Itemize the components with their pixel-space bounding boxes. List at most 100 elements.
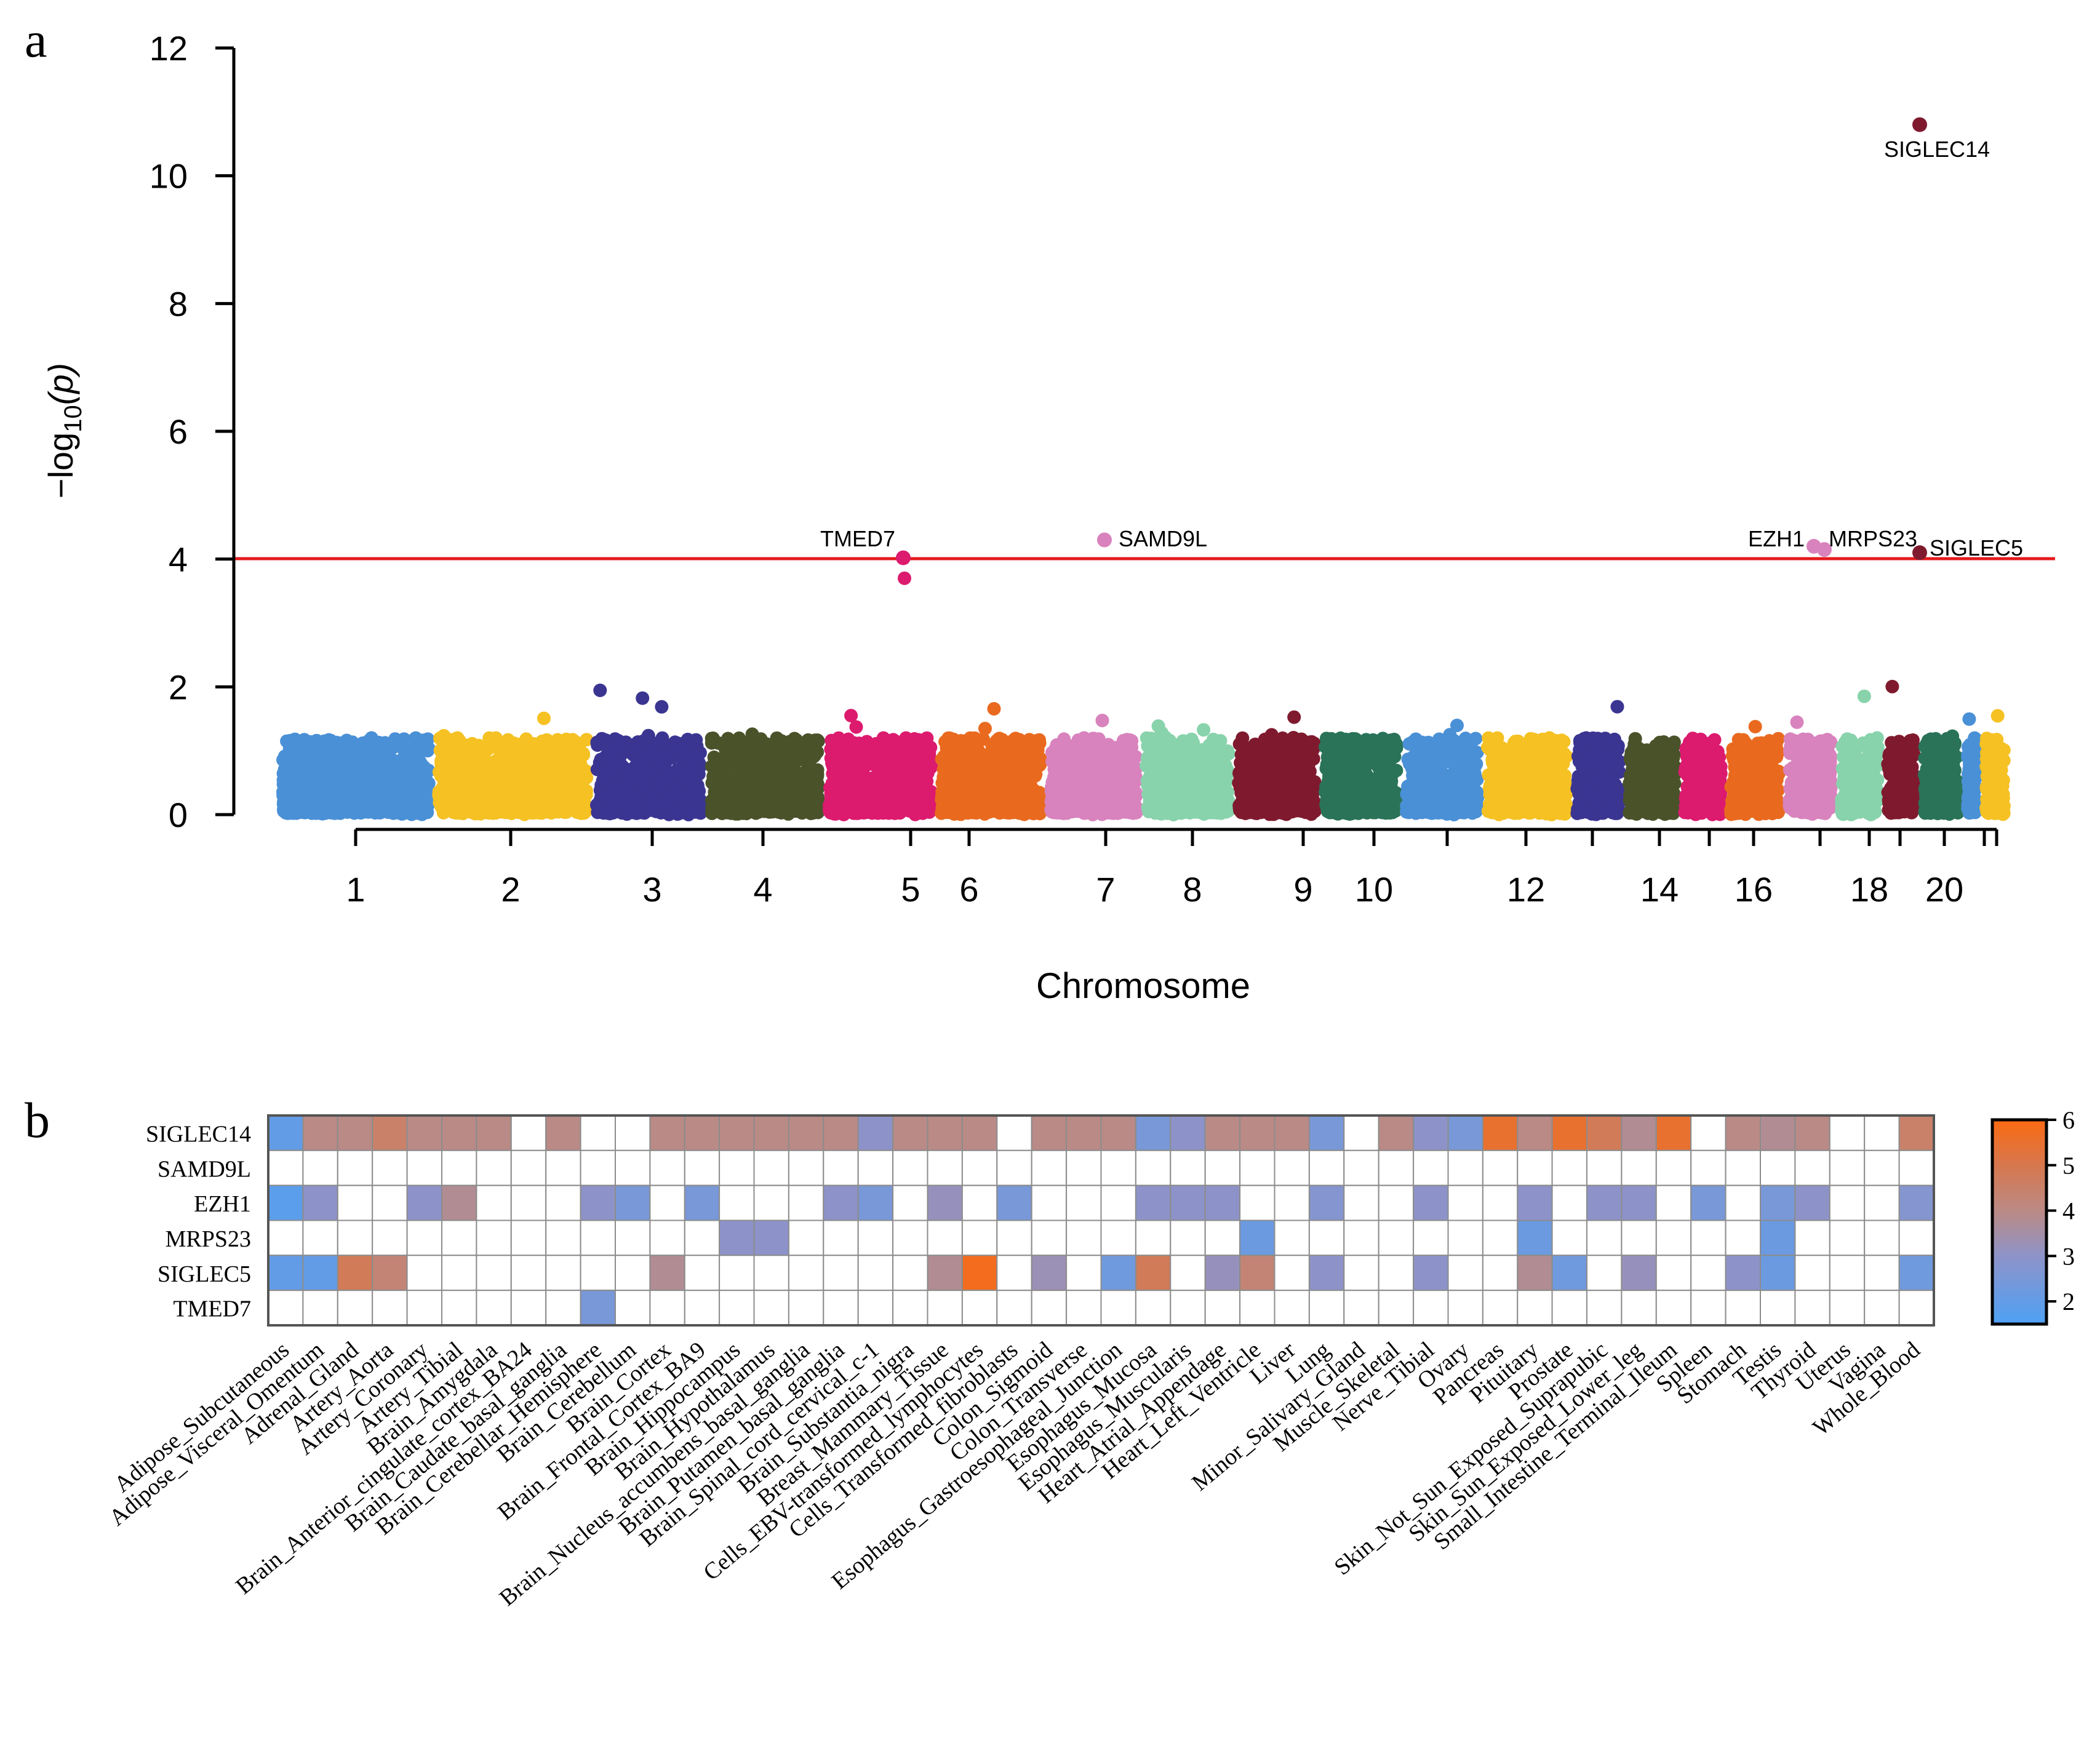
snp-point bbox=[366, 751, 380, 765]
snp-point bbox=[963, 731, 977, 745]
snp-point bbox=[832, 792, 847, 806]
snp-point bbox=[1092, 736, 1106, 750]
snp-point bbox=[330, 787, 344, 801]
snp-point bbox=[757, 783, 770, 797]
snp-point bbox=[541, 738, 556, 752]
snp-point bbox=[1218, 805, 1232, 819]
snp-point bbox=[606, 768, 620, 783]
snp-point bbox=[1090, 804, 1104, 818]
snp-point bbox=[936, 780, 951, 794]
snp-point bbox=[388, 768, 402, 782]
snp-point bbox=[462, 764, 476, 778]
snp-point bbox=[635, 744, 649, 758]
snp-point bbox=[1210, 738, 1224, 752]
snp-point bbox=[1053, 756, 1067, 770]
snp-point bbox=[937, 749, 951, 764]
snp-point bbox=[1123, 764, 1137, 778]
snp-point bbox=[690, 778, 705, 792]
snp-point bbox=[625, 765, 639, 779]
snp-point bbox=[1201, 759, 1215, 773]
snp-point bbox=[1193, 743, 1207, 757]
snp-point bbox=[512, 744, 526, 759]
snp-point bbox=[852, 746, 865, 760]
snp-point bbox=[1071, 733, 1085, 747]
snp-point bbox=[1033, 757, 1047, 772]
snp-point bbox=[378, 736, 392, 750]
snp-point bbox=[1209, 776, 1223, 791]
snp-point bbox=[707, 760, 721, 774]
chromosome-2-points bbox=[432, 711, 594, 821]
snp-point bbox=[728, 789, 742, 803]
snp-point bbox=[1191, 775, 1205, 789]
snp-point bbox=[682, 740, 697, 754]
snp-point bbox=[545, 767, 559, 781]
snp-point bbox=[1189, 804, 1204, 818]
snp-point bbox=[343, 781, 357, 796]
snp-point bbox=[321, 768, 335, 782]
snp-point bbox=[948, 804, 962, 818]
snp-point bbox=[1144, 757, 1158, 772]
snp-point bbox=[1095, 714, 1109, 727]
snp-point bbox=[856, 806, 871, 820]
snp-point bbox=[951, 767, 965, 781]
snp-point bbox=[554, 749, 568, 763]
snp-point bbox=[599, 793, 613, 807]
snp-point bbox=[886, 733, 900, 747]
snp-point bbox=[797, 786, 811, 800]
snp-point bbox=[378, 773, 392, 787]
snp-point bbox=[289, 736, 303, 750]
snp-point bbox=[915, 738, 929, 752]
snp-point bbox=[1030, 733, 1044, 748]
snp-point bbox=[880, 776, 895, 791]
snp-point bbox=[655, 700, 669, 714]
snp-point bbox=[317, 789, 332, 803]
snp-point bbox=[486, 770, 500, 784]
snp-point bbox=[310, 806, 324, 820]
snp-point bbox=[751, 760, 765, 775]
snp-point bbox=[992, 732, 1007, 746]
chromosome-3-points bbox=[590, 684, 708, 821]
snp-point bbox=[413, 781, 428, 796]
snp-point bbox=[283, 754, 297, 768]
snp-point bbox=[505, 768, 519, 783]
snp-point bbox=[903, 776, 917, 790]
panel-a-label: a bbox=[25, 12, 47, 68]
snp-point bbox=[521, 800, 535, 814]
snp-point bbox=[490, 802, 505, 816]
snp-point bbox=[613, 802, 628, 816]
snp-point bbox=[345, 792, 359, 807]
snp-point bbox=[472, 738, 486, 752]
snp-point bbox=[1074, 759, 1088, 773]
snp-point bbox=[824, 733, 839, 748]
snp-point bbox=[644, 776, 658, 789]
snp-point bbox=[412, 805, 426, 819]
snp-point bbox=[1017, 792, 1031, 806]
snp-point bbox=[980, 793, 994, 807]
snp-point bbox=[1121, 784, 1135, 798]
snp-point bbox=[399, 745, 413, 759]
snp-point bbox=[705, 736, 719, 750]
snp-point bbox=[602, 748, 616, 762]
snp-point bbox=[570, 805, 584, 819]
snp-point bbox=[780, 768, 794, 783]
chromosome-4-points bbox=[705, 727, 826, 821]
snp-point bbox=[1120, 798, 1135, 812]
snp-point bbox=[382, 757, 396, 772]
snp-point bbox=[393, 787, 407, 801]
snp-point bbox=[361, 802, 374, 816]
snp-point bbox=[946, 732, 960, 746]
snp-point bbox=[740, 804, 754, 818]
snp-point bbox=[998, 744, 1012, 758]
chromosome-7-points bbox=[1044, 714, 1143, 821]
snp-point bbox=[1050, 769, 1064, 783]
snp-point bbox=[740, 791, 754, 805]
snp-point bbox=[1164, 762, 1178, 776]
snp-point bbox=[965, 783, 979, 797]
snp-point bbox=[458, 749, 471, 763]
snp-point bbox=[788, 732, 802, 746]
snp-point bbox=[1173, 798, 1186, 812]
snp-point bbox=[406, 767, 420, 781]
snp-point bbox=[350, 759, 364, 773]
snp-point bbox=[977, 771, 991, 785]
